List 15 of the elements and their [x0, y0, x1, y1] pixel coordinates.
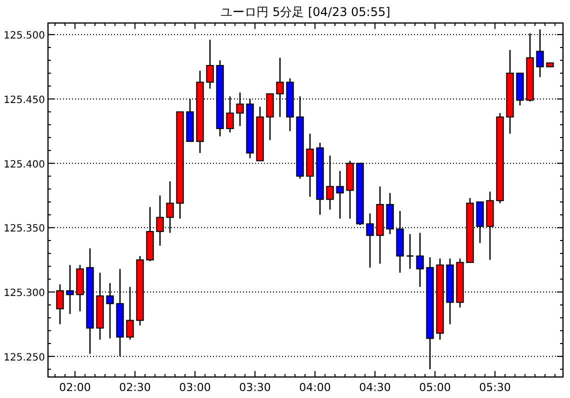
- y-tick-label: 125.350: [4, 224, 45, 235]
- title: ユーロ円 5分足 [04/23 05:55]: [220, 5, 390, 19]
- x-tick-label: 03:30: [239, 381, 271, 394]
- y-tick-label: 125.300: [4, 288, 45, 300]
- x-tick-label: 04:00: [299, 381, 331, 394]
- y-tick-label: 125.450: [4, 94, 45, 106]
- x-tick-label: 05:00: [419, 381, 451, 394]
- x-tick-label: 03:00: [179, 381, 211, 394]
- y-tick-label: 125.500: [4, 30, 45, 42]
- y-tick-label: 125.400: [4, 159, 45, 170]
- x-tick-label: 05:30: [479, 381, 511, 394]
- x-tick-label: 02:30: [119, 381, 151, 394]
- x-tick-label: 04:30: [359, 381, 391, 394]
- y-tick-label: 125.250: [4, 352, 45, 364]
- x-tick-label: 02:00: [59, 381, 91, 394]
